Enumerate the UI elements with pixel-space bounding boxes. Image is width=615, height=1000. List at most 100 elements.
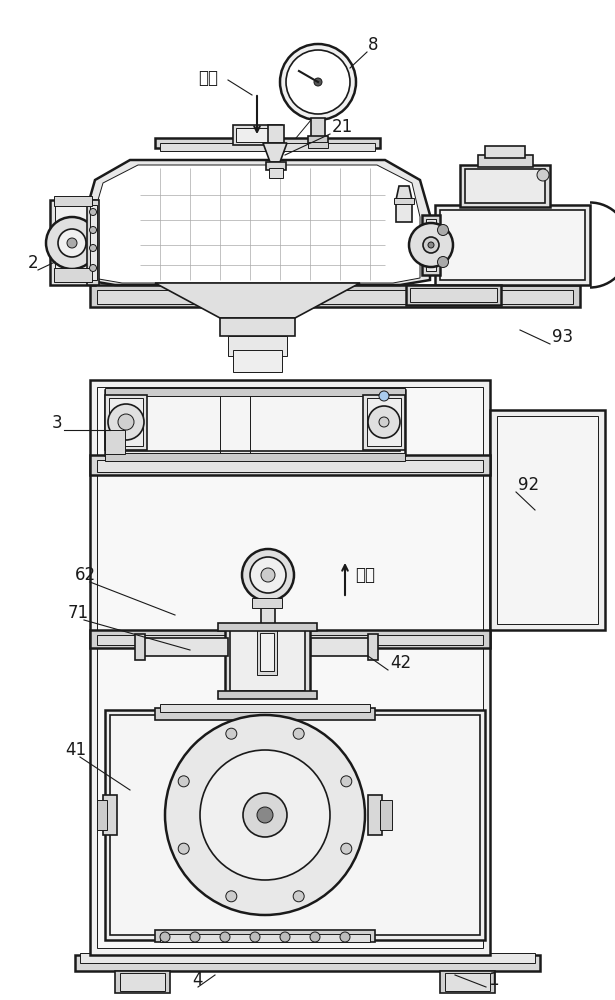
Bar [445,973,490,991]
Bar [440,971,495,993]
Bar [54,268,92,282]
Circle shape [90,264,97,271]
Bar [90,380,490,955]
Bar [490,410,605,630]
Bar [97,460,483,472]
Circle shape [90,244,97,251]
Bar [233,350,282,372]
Bar [308,136,328,144]
Circle shape [340,932,350,942]
Bar [55,205,91,280]
Circle shape [178,776,189,787]
Bar [80,953,535,963]
Circle shape [242,549,294,601]
Polygon shape [263,143,287,162]
Bar [140,638,228,656]
Bar [465,169,545,203]
Bar [90,285,580,307]
Polygon shape [155,283,360,318]
Circle shape [178,843,189,854]
Circle shape [379,391,389,401]
Circle shape [280,932,290,942]
Text: 92: 92 [518,476,539,494]
Bar [269,168,283,178]
Bar [394,198,414,204]
Bar [160,704,370,712]
Circle shape [108,404,144,440]
Circle shape [437,256,448,267]
Circle shape [226,728,237,739]
Circle shape [437,225,448,235]
Circle shape [293,891,304,902]
Bar [105,710,485,940]
Bar [460,165,550,207]
Circle shape [118,414,134,430]
Text: 8: 8 [368,36,378,54]
Bar [105,390,405,455]
Bar [110,393,400,451]
Circle shape [67,238,77,248]
Bar [115,971,170,993]
Bar [105,453,405,461]
Text: 21: 21 [332,118,353,136]
Circle shape [257,807,273,823]
Circle shape [293,728,304,739]
Bar [97,290,573,304]
Bar [50,200,95,285]
Bar [368,634,378,660]
Bar [252,598,282,608]
Circle shape [379,417,389,427]
Circle shape [220,932,230,942]
Text: 排气: 排气 [355,566,375,584]
Bar [54,196,92,206]
Circle shape [90,227,97,233]
Circle shape [286,50,350,114]
Bar [257,630,277,675]
Polygon shape [93,165,420,283]
Bar [266,162,286,170]
Bar [485,146,525,158]
Bar [268,125,284,143]
Bar [155,708,375,720]
Bar [105,430,125,454]
Circle shape [226,891,237,902]
Bar [220,318,295,336]
Text: 进气: 进气 [198,69,218,87]
Bar [396,200,412,222]
Circle shape [537,169,549,181]
Bar [261,590,275,630]
Bar [97,387,483,948]
Bar [410,288,497,302]
Circle shape [250,932,260,942]
Bar [120,973,165,991]
Circle shape [261,568,275,582]
Bar [160,143,375,151]
Text: 4: 4 [192,971,202,989]
Bar [218,691,317,699]
Text: 71: 71 [68,604,89,622]
Bar [155,930,375,942]
Text: 93: 93 [552,328,573,346]
Bar [311,638,371,656]
Circle shape [310,932,320,942]
Bar [103,795,117,835]
Circle shape [165,715,365,915]
Text: 41: 41 [65,741,86,759]
Text: 62: 62 [75,566,96,584]
Circle shape [250,557,286,593]
Bar [233,125,282,145]
Bar [109,398,143,446]
Bar [105,388,405,396]
Bar [406,285,501,305]
Bar [380,800,392,830]
Circle shape [90,209,97,216]
Bar [363,395,405,450]
Bar [308,142,328,148]
Bar [311,118,325,140]
Bar [90,205,97,280]
Circle shape [243,793,287,837]
Circle shape [46,217,98,269]
Bar [90,630,490,648]
Text: 3: 3 [52,414,63,432]
Bar [497,416,598,624]
